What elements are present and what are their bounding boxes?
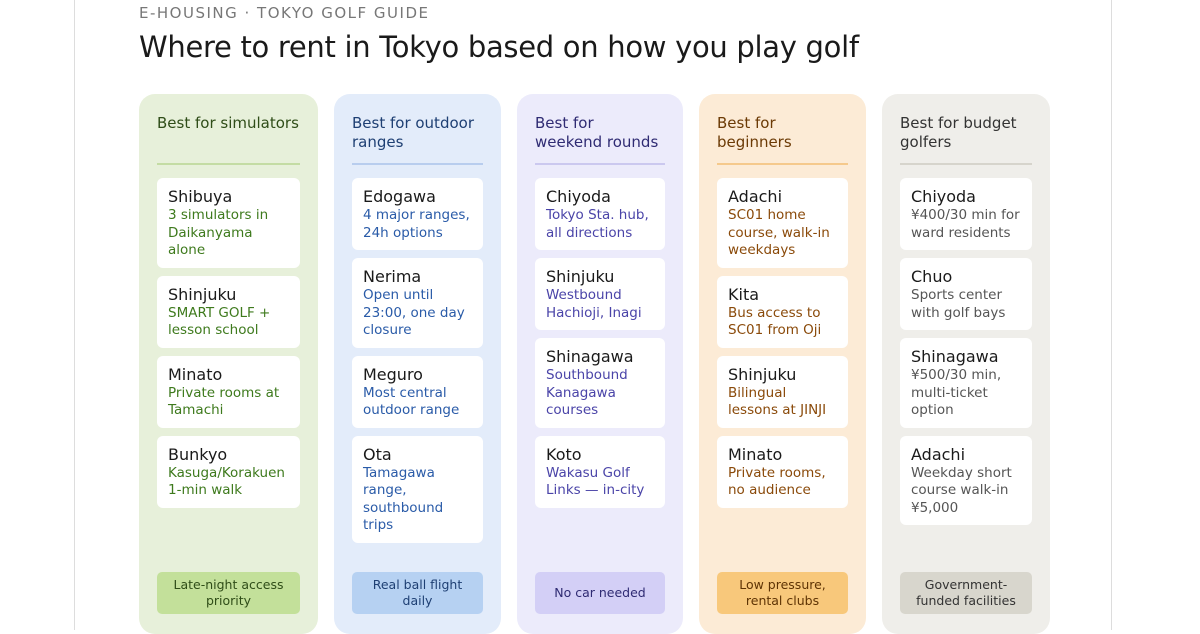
- area-card: Chiyoda ¥400/30 min for ward residents: [900, 178, 1032, 250]
- area-description: Southbound Kanagawa courses: [546, 367, 628, 418]
- area-card: Bunkyo Kasuga/Korakuen 1-min walk: [157, 435, 300, 508]
- column: Best for outdoor ranges Edogawa 4 major ra…: [334, 94, 501, 634]
- area-description: 4 major ranges, 24h options: [363, 207, 470, 241]
- area-description: Tokyo Sta. hub, all directions: [546, 207, 649, 241]
- column-heading: Best for budget golfers: [900, 114, 1032, 165]
- area-card: Adachi SC01 home course, walk-in weekdays: [717, 178, 848, 268]
- column-heading: Best for beginners: [717, 114, 848, 165]
- column: Best for budget golfers Chiyoda ¥400/30 mi…: [882, 94, 1050, 634]
- guide-card: E-HOUSING · TOKYO GOLF GUIDE Where to re…: [74, 0, 1112, 634]
- area-card: Edogawa 4 major ranges, 24h options: [352, 178, 483, 250]
- area-card: Chuo Sports center with golf bays: [900, 258, 1032, 330]
- column-heading: Best for weekend rounds: [535, 114, 665, 165]
- area-description: SC01 home course, walk-in weekdays: [728, 207, 830, 258]
- area-description: ¥400/30 min for ward residents: [911, 207, 1020, 241]
- area-name: Meguro: [363, 364, 423, 384]
- area-name: Chuo: [911, 267, 953, 286]
- area-card: Meguro Most central outdoor range: [352, 355, 483, 428]
- area-card: Kita Bus access to SC01 from Oji: [717, 275, 848, 348]
- area-name: Minato: [728, 444, 783, 464]
- column-tag: Low pressure, rental clubs: [717, 572, 848, 614]
- area-name: Shinjuku: [168, 284, 237, 304]
- area-card: Minato Private rooms, no audience: [717, 435, 848, 508]
- area-card: Shinagawa ¥500/30 min, multi-ticket optio…: [900, 338, 1032, 428]
- area-card: Minato Private rooms at Tamachi: [157, 355, 300, 428]
- area-description: SMART GOLF + lesson school: [168, 304, 271, 339]
- area-name: Shibuya: [168, 187, 233, 206]
- columns: Best for simulators Shibuya 3 simulators i…: [139, 94, 1050, 634]
- item-list: Edogawa 4 major ranges, 24h options Nerima…: [352, 178, 483, 543]
- title: Where to rent in Tokyo based on how you …: [139, 30, 859, 64]
- column: Best for simulators Shibuya 3 simulators i…: [139, 94, 318, 634]
- area-card: Ota Tamagawa range, southbound trips: [352, 435, 483, 543]
- area-card: Shibuya 3 simulators in Daikanyama alone: [157, 178, 300, 268]
- column: Best for weekend rounds Chiyoda Tokyo Sta.…: [517, 94, 683, 634]
- area-name: Shinagawa: [546, 347, 634, 366]
- item-list: Chiyoda ¥400/30 min for ward residents Chu…: [900, 178, 1032, 525]
- area-description: Tamagawa range, southbound trips: [363, 464, 444, 534]
- area-name: Ota: [363, 444, 392, 464]
- area-card: Shinjuku Westbound Hachioji, Inagi: [535, 258, 665, 330]
- item-list: Shibuya 3 simulators in Daikanyama alone S…: [157, 178, 300, 508]
- area-name: Shinagawa: [911, 347, 999, 366]
- area-description: Westbound Hachioji, Inagi: [546, 287, 642, 321]
- area-name: Chiyoda: [911, 187, 976, 206]
- column-tag: Late-night access priority: [157, 572, 300, 614]
- area-description: Private rooms at Tamachi: [168, 384, 280, 419]
- column-tag: Real ball flight daily: [352, 572, 483, 614]
- area-description: Wakasu Golf Links — in-city: [546, 464, 645, 499]
- item-list: Adachi SC01 home course, walk-in weekdays…: [717, 178, 848, 508]
- area-name: Nerima: [363, 267, 422, 286]
- area-name: Edogawa: [363, 187, 436, 206]
- area-description: Open until 23:00, one day closure: [363, 287, 465, 338]
- area-name: Adachi: [728, 187, 783, 206]
- area-card: Koto Wakasu Golf Links — in-city: [535, 435, 665, 508]
- area-description: Kasuga/Korakuen 1-min walk: [168, 464, 285, 499]
- area-card: Shinjuku Bilingual lessons at JINJI: [717, 355, 848, 428]
- area-name: Koto: [546, 444, 582, 464]
- column-heading: Best for outdoor ranges: [352, 114, 483, 165]
- area-name: Bunkyo: [168, 444, 228, 464]
- area-card: Nerima Open until 23:00, one day closure: [352, 258, 483, 348]
- area-name: Adachi: [911, 444, 966, 464]
- area-name: Kita: [728, 284, 760, 304]
- area-card: Adachi Weekday short course walk-in ¥5,00…: [900, 435, 1032, 525]
- area-description: Bilingual lessons at JINJI: [728, 384, 827, 419]
- column: Best for beginners Adachi SC01 home course…: [699, 94, 866, 634]
- area-description: Weekday short course walk-in ¥5,000: [911, 464, 1012, 516]
- area-description: Private rooms, no audience: [728, 464, 826, 499]
- area-card: Chiyoda Tokyo Sta. hub, all directions: [535, 178, 665, 250]
- item-list: Chiyoda Tokyo Sta. hub, all directions Shi…: [535, 178, 665, 508]
- area-name: Shinjuku: [546, 267, 615, 286]
- area-description: ¥500/30 min, multi-ticket option: [911, 367, 1002, 418]
- area-description: Sports center with golf bays: [911, 287, 1006, 321]
- area-description: 3 simulators in Daikanyama alone: [168, 207, 269, 258]
- area-name: Minato: [168, 364, 223, 384]
- column-tag: No car needed: [535, 572, 665, 614]
- column-tag: Government-funded facilities: [900, 572, 1032, 614]
- kicker: E-HOUSING · TOKYO GOLF GUIDE: [139, 4, 430, 22]
- area-description: Most central outdoor range: [363, 384, 460, 419]
- column-heading: Best for simulators: [157, 114, 300, 165]
- area-name: Chiyoda: [546, 187, 611, 206]
- area-card: Shinagawa Southbound Kanagawa courses: [535, 338, 665, 428]
- area-card: Shinjuku SMART GOLF + lesson school: [157, 275, 300, 348]
- area-name: Shinjuku: [728, 364, 797, 384]
- area-description: Bus access to SC01 from Oji: [728, 304, 822, 339]
